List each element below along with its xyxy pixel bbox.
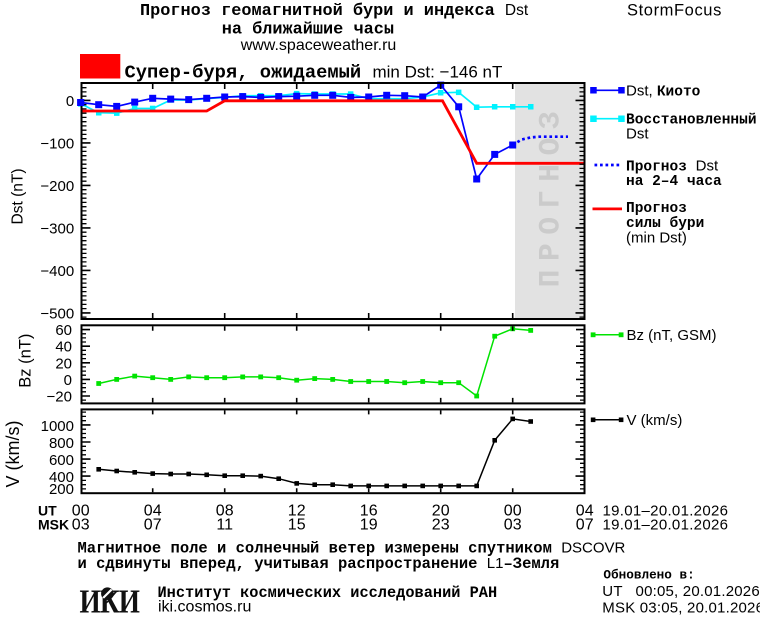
svg-text:Магнитное поле и солнечный вет: Магнитное поле и солнечный ветер измерен… bbox=[78, 540, 626, 558]
svg-text:60: 60 bbox=[55, 322, 72, 339]
svg-text:(min Dst): (min Dst) bbox=[626, 229, 687, 246]
svg-text:Bz (nT, GSM): Bz (nT, GSM) bbox=[627, 327, 717, 344]
svg-text:1000: 1000 bbox=[41, 418, 74, 435]
svg-text:Dst (nT): Dst (nT) bbox=[10, 169, 27, 225]
svg-text:−200: −200 bbox=[40, 178, 74, 195]
svg-text:ПРОГНОЗ: ПРОГНОЗ bbox=[534, 103, 568, 288]
svg-text:07: 07 bbox=[576, 517, 594, 534]
svg-text:40: 40 bbox=[55, 339, 72, 356]
svg-text:UT: UT bbox=[38, 503, 57, 519]
svg-text:Bz (nT): Bz (nT) bbox=[17, 334, 35, 388]
svg-text:Обновлено в:: Обновлено в: bbox=[603, 568, 694, 583]
svg-text:19.01–20.01.2026: 19.01–20.01.2026 bbox=[603, 517, 729, 534]
svg-text:V (km/s): V (km/s) bbox=[3, 421, 23, 488]
svg-text:V (km/s): V (km/s) bbox=[627, 412, 683, 429]
svg-text:0: 0 bbox=[66, 93, 74, 110]
svg-text:03: 03 bbox=[504, 517, 522, 534]
svg-text:Супер-буря, ожидаемый min Dst:: Супер-буря, ожидаемый min Dst: −146 nT bbox=[125, 61, 503, 83]
svg-text:iki.cosmos.ru: iki.cosmos.ru bbox=[158, 599, 251, 616]
svg-text:Восстановленный: Восстановленный bbox=[626, 113, 757, 129]
svg-text:19: 19 bbox=[360, 517, 378, 534]
svg-text:на 2–4 часа: на 2–4 часа bbox=[626, 174, 722, 190]
svg-text:04: 04 bbox=[576, 503, 594, 520]
svg-text:−500: −500 bbox=[40, 306, 74, 323]
svg-text:04: 04 bbox=[144, 503, 162, 520]
svg-text:00: 00 bbox=[72, 503, 90, 520]
svg-text:12: 12 bbox=[288, 503, 306, 520]
svg-text:23: 23 bbox=[432, 517, 450, 534]
svg-text:400: 400 bbox=[49, 469, 74, 486]
svg-text:Прогноз: Прогноз bbox=[626, 201, 687, 217]
svg-text:на ближайшие часы: на ближайшие часы bbox=[222, 20, 394, 39]
svg-text:08: 08 bbox=[216, 503, 234, 520]
svg-text:−300: −300 bbox=[40, 221, 74, 238]
svg-text:200: 200 bbox=[49, 481, 74, 498]
svg-text:Институт космических исследова: Институт космических исследований РАН bbox=[158, 584, 498, 602]
svg-text:Прогноз геомагнитной бури и ин: Прогноз геомагнитной бури и индекса Dst bbox=[140, 2, 529, 21]
svg-text:−100: −100 bbox=[40, 136, 74, 153]
svg-text:MSK: MSK bbox=[38, 517, 69, 533]
svg-text:силы бури: силы бури bbox=[626, 216, 704, 232]
svg-text:UT 00:05, 20.01.2026: UT 00:05, 20.01.2026 bbox=[602, 583, 760, 600]
svg-text:−20: −20 bbox=[47, 389, 72, 406]
svg-text:MSK 03:05, 20.01.2026: MSK 03:05, 20.01.2026 bbox=[602, 599, 760, 616]
svg-text:11: 11 bbox=[216, 517, 233, 534]
svg-text:20: 20 bbox=[55, 355, 72, 372]
svg-text:16: 16 bbox=[360, 503, 378, 520]
svg-text:03: 03 bbox=[72, 517, 90, 534]
svg-text:www.spaceweather.ru: www.spaceweather.ru bbox=[240, 37, 397, 54]
svg-text:−400: −400 bbox=[40, 263, 74, 280]
svg-text:15: 15 bbox=[288, 517, 306, 534]
svg-text:Прогноз Dst: Прогноз Dst bbox=[626, 157, 719, 175]
svg-text:StormFocus: StormFocus bbox=[627, 2, 722, 20]
svg-text:Dst: Dst bbox=[626, 126, 649, 143]
svg-text:600: 600 bbox=[49, 452, 74, 469]
svg-text:0: 0 bbox=[64, 372, 72, 389]
svg-text:и сдвинуты вперед, учитывая ра: и сдвинуты вперед, учитывая распростране… bbox=[78, 555, 560, 573]
svg-text:Dst, Киото: Dst, Киото bbox=[626, 83, 701, 101]
svg-text:07: 07 bbox=[144, 517, 162, 534]
svg-text:800: 800 bbox=[49, 435, 74, 452]
svg-text:19.01–20.01.2026: 19.01–20.01.2026 bbox=[603, 503, 729, 520]
svg-text:20: 20 bbox=[432, 503, 450, 520]
svg-text:00: 00 bbox=[504, 503, 522, 520]
